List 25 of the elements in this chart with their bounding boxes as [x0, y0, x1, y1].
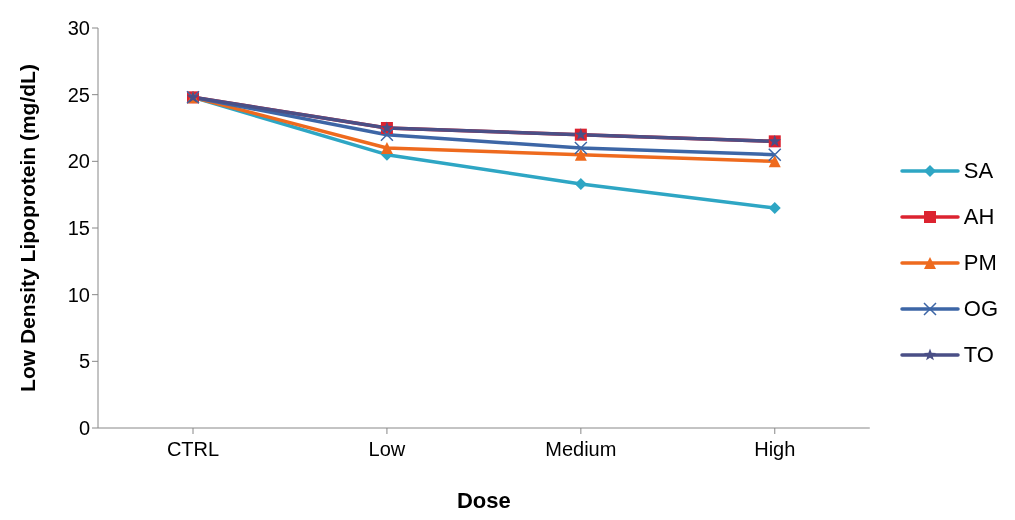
y-tick-label: 5: [78, 350, 90, 373]
point: [768, 155, 781, 168]
x-tick-label: Low: [368, 438, 406, 461]
y-tick-label: 0: [78, 417, 90, 440]
point: [574, 148, 587, 161]
x-tick-label: Medium: [545, 438, 617, 461]
x-axis-title: Dose: [456, 488, 511, 513]
y-tick-label: 15: [67, 217, 90, 240]
legend-label: SA: [963, 158, 994, 184]
point: [768, 147, 782, 162]
point: [380, 142, 393, 154]
legend-label: PM: [963, 250, 997, 276]
x-tick-label: CTRL: [166, 438, 220, 461]
legend-label: TO: [963, 342, 994, 368]
point: [380, 127, 394, 142]
y-tick-label: 20: [67, 150, 90, 173]
y-tick-label: 30: [67, 17, 90, 40]
point: [768, 202, 781, 214]
legend-label: AH: [963, 204, 995, 230]
y-axis-title: Low Density Lipoprotein (mg/dL): [16, 64, 40, 392]
y-tick-label: 10: [67, 283, 90, 306]
legend-label: OG: [963, 296, 998, 322]
y-tick-label: 25: [67, 83, 90, 106]
x-tick-label: High: [754, 438, 796, 461]
point: [574, 141, 588, 155]
